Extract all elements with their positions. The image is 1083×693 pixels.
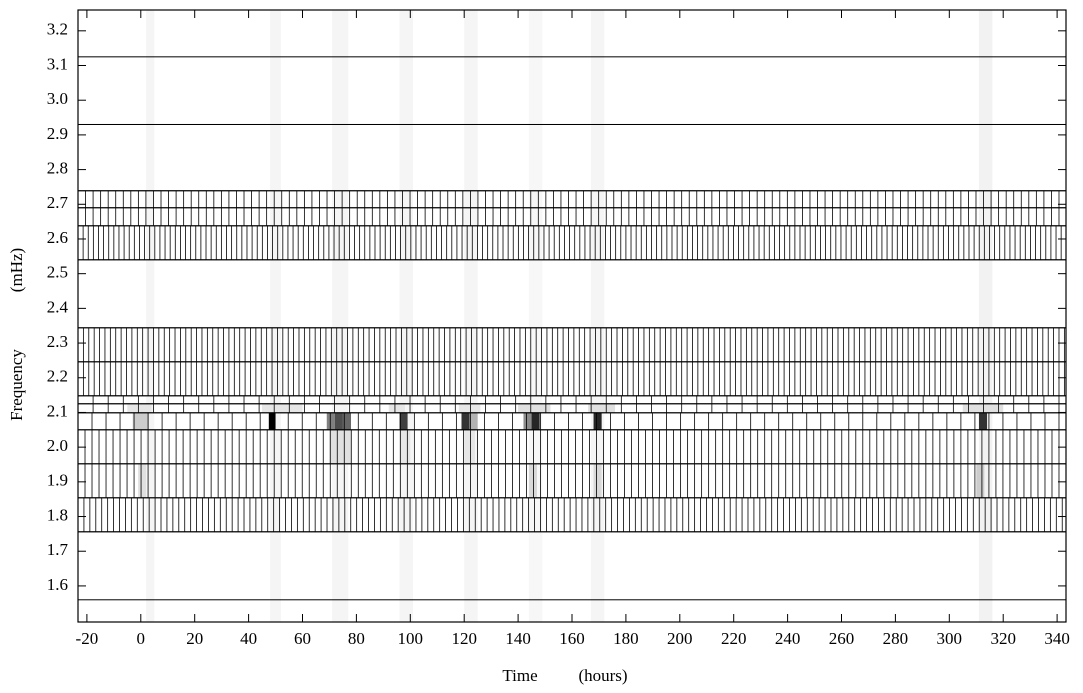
y-tick-label: 2.8 xyxy=(47,158,68,177)
x-tick-label: 80 xyxy=(348,629,365,648)
y-tick-label: 1.7 xyxy=(47,540,69,559)
cell xyxy=(262,403,303,413)
x-tick-label: 240 xyxy=(775,629,801,648)
x-tick-label: 340 xyxy=(1044,629,1070,648)
cell xyxy=(138,463,147,498)
row xyxy=(77,190,1067,209)
cell xyxy=(388,403,405,413)
x-tick-label: 20 xyxy=(186,629,203,648)
cell xyxy=(342,412,352,430)
row xyxy=(77,429,1067,465)
x-tick-label: 320 xyxy=(990,629,1016,648)
cell xyxy=(469,412,478,430)
row-grid xyxy=(82,225,1062,260)
x-tick-label: 140 xyxy=(505,629,531,648)
y-tick-label: 2.0 xyxy=(47,436,68,455)
x-tick-label: 120 xyxy=(451,629,477,648)
row xyxy=(77,361,1067,397)
x-tick-label: 160 xyxy=(559,629,585,648)
cell xyxy=(326,412,335,430)
x-tick-label: 40 xyxy=(240,629,257,648)
row xyxy=(77,56,1067,125)
cell xyxy=(464,429,475,464)
row-grid xyxy=(92,403,1060,413)
x-tick-label: -20 xyxy=(76,629,99,648)
cell xyxy=(334,412,343,430)
cell xyxy=(528,463,537,498)
y-tick-label: 3.2 xyxy=(47,20,68,39)
row-grid xyxy=(84,429,1060,464)
x-tick-label: 260 xyxy=(829,629,855,648)
cell xyxy=(588,403,616,413)
y-tick-label: 2.7 xyxy=(47,193,69,212)
cell xyxy=(590,10,605,622)
y-tick-label: 1.8 xyxy=(47,505,68,524)
y-tick-label: 1.9 xyxy=(47,471,68,490)
row xyxy=(77,395,1067,405)
row-grid xyxy=(85,207,1060,226)
row-grid xyxy=(82,361,1065,396)
row-grid xyxy=(91,412,1060,430)
row-grid xyxy=(84,463,1060,498)
row xyxy=(77,531,1067,601)
y-tick-label: 1.6 xyxy=(47,575,68,594)
row-grid xyxy=(92,395,1060,404)
y-tick-label: 3.1 xyxy=(47,54,68,73)
y-tick-label: 2.3 xyxy=(47,332,68,351)
cell xyxy=(268,412,276,430)
cell xyxy=(461,412,470,430)
x-tick-label: 100 xyxy=(398,629,424,648)
row-grid xyxy=(85,190,1060,208)
row xyxy=(77,123,1067,192)
cell xyxy=(399,10,413,622)
x-axis-label: Time xyxy=(502,666,537,685)
cell xyxy=(523,412,532,430)
cell xyxy=(132,412,149,430)
y-tick-label: 3.0 xyxy=(47,89,68,108)
cell xyxy=(976,463,985,498)
x-tick-label: 280 xyxy=(883,629,909,648)
x-tick-label: 0 xyxy=(137,629,146,648)
cell xyxy=(978,10,993,622)
x-axis-unit: (hours) xyxy=(578,666,627,685)
cell xyxy=(399,412,408,430)
row xyxy=(77,207,1067,227)
x-tick-label: 300 xyxy=(937,629,963,648)
row-grid xyxy=(82,327,1065,362)
cell xyxy=(978,412,988,430)
y-axis-unit: (mHz) xyxy=(7,248,26,292)
cell xyxy=(270,10,281,622)
y-tick-label: 2.1 xyxy=(47,401,68,420)
row xyxy=(77,412,1067,431)
x-tick-label: 60 xyxy=(294,629,311,648)
y-tick-label: 2.6 xyxy=(47,228,68,247)
cell xyxy=(518,403,551,413)
cell xyxy=(593,463,602,498)
y-tick-label: 2.4 xyxy=(47,297,69,316)
cell xyxy=(399,429,411,464)
cell xyxy=(962,403,1004,413)
cell xyxy=(531,412,540,430)
cell xyxy=(127,403,152,413)
row xyxy=(77,463,1067,499)
row xyxy=(77,403,1067,414)
cell xyxy=(146,10,155,622)
y-tick-label: 2.5 xyxy=(47,263,68,282)
cell xyxy=(329,429,352,464)
row xyxy=(77,327,1067,363)
cell xyxy=(464,10,478,622)
x-tick-label: 220 xyxy=(721,629,747,648)
cell xyxy=(593,412,602,430)
row-grid xyxy=(83,497,1063,532)
row xyxy=(77,259,1067,329)
x-tick-label: 200 xyxy=(667,629,693,648)
y-axis-label: Frequency xyxy=(7,349,26,421)
cell xyxy=(332,10,349,622)
y-tick-label: 2.9 xyxy=(47,124,68,143)
cell xyxy=(458,403,481,413)
y-tick-label: 2.2 xyxy=(47,367,68,386)
x-tick-label: 180 xyxy=(613,629,639,648)
